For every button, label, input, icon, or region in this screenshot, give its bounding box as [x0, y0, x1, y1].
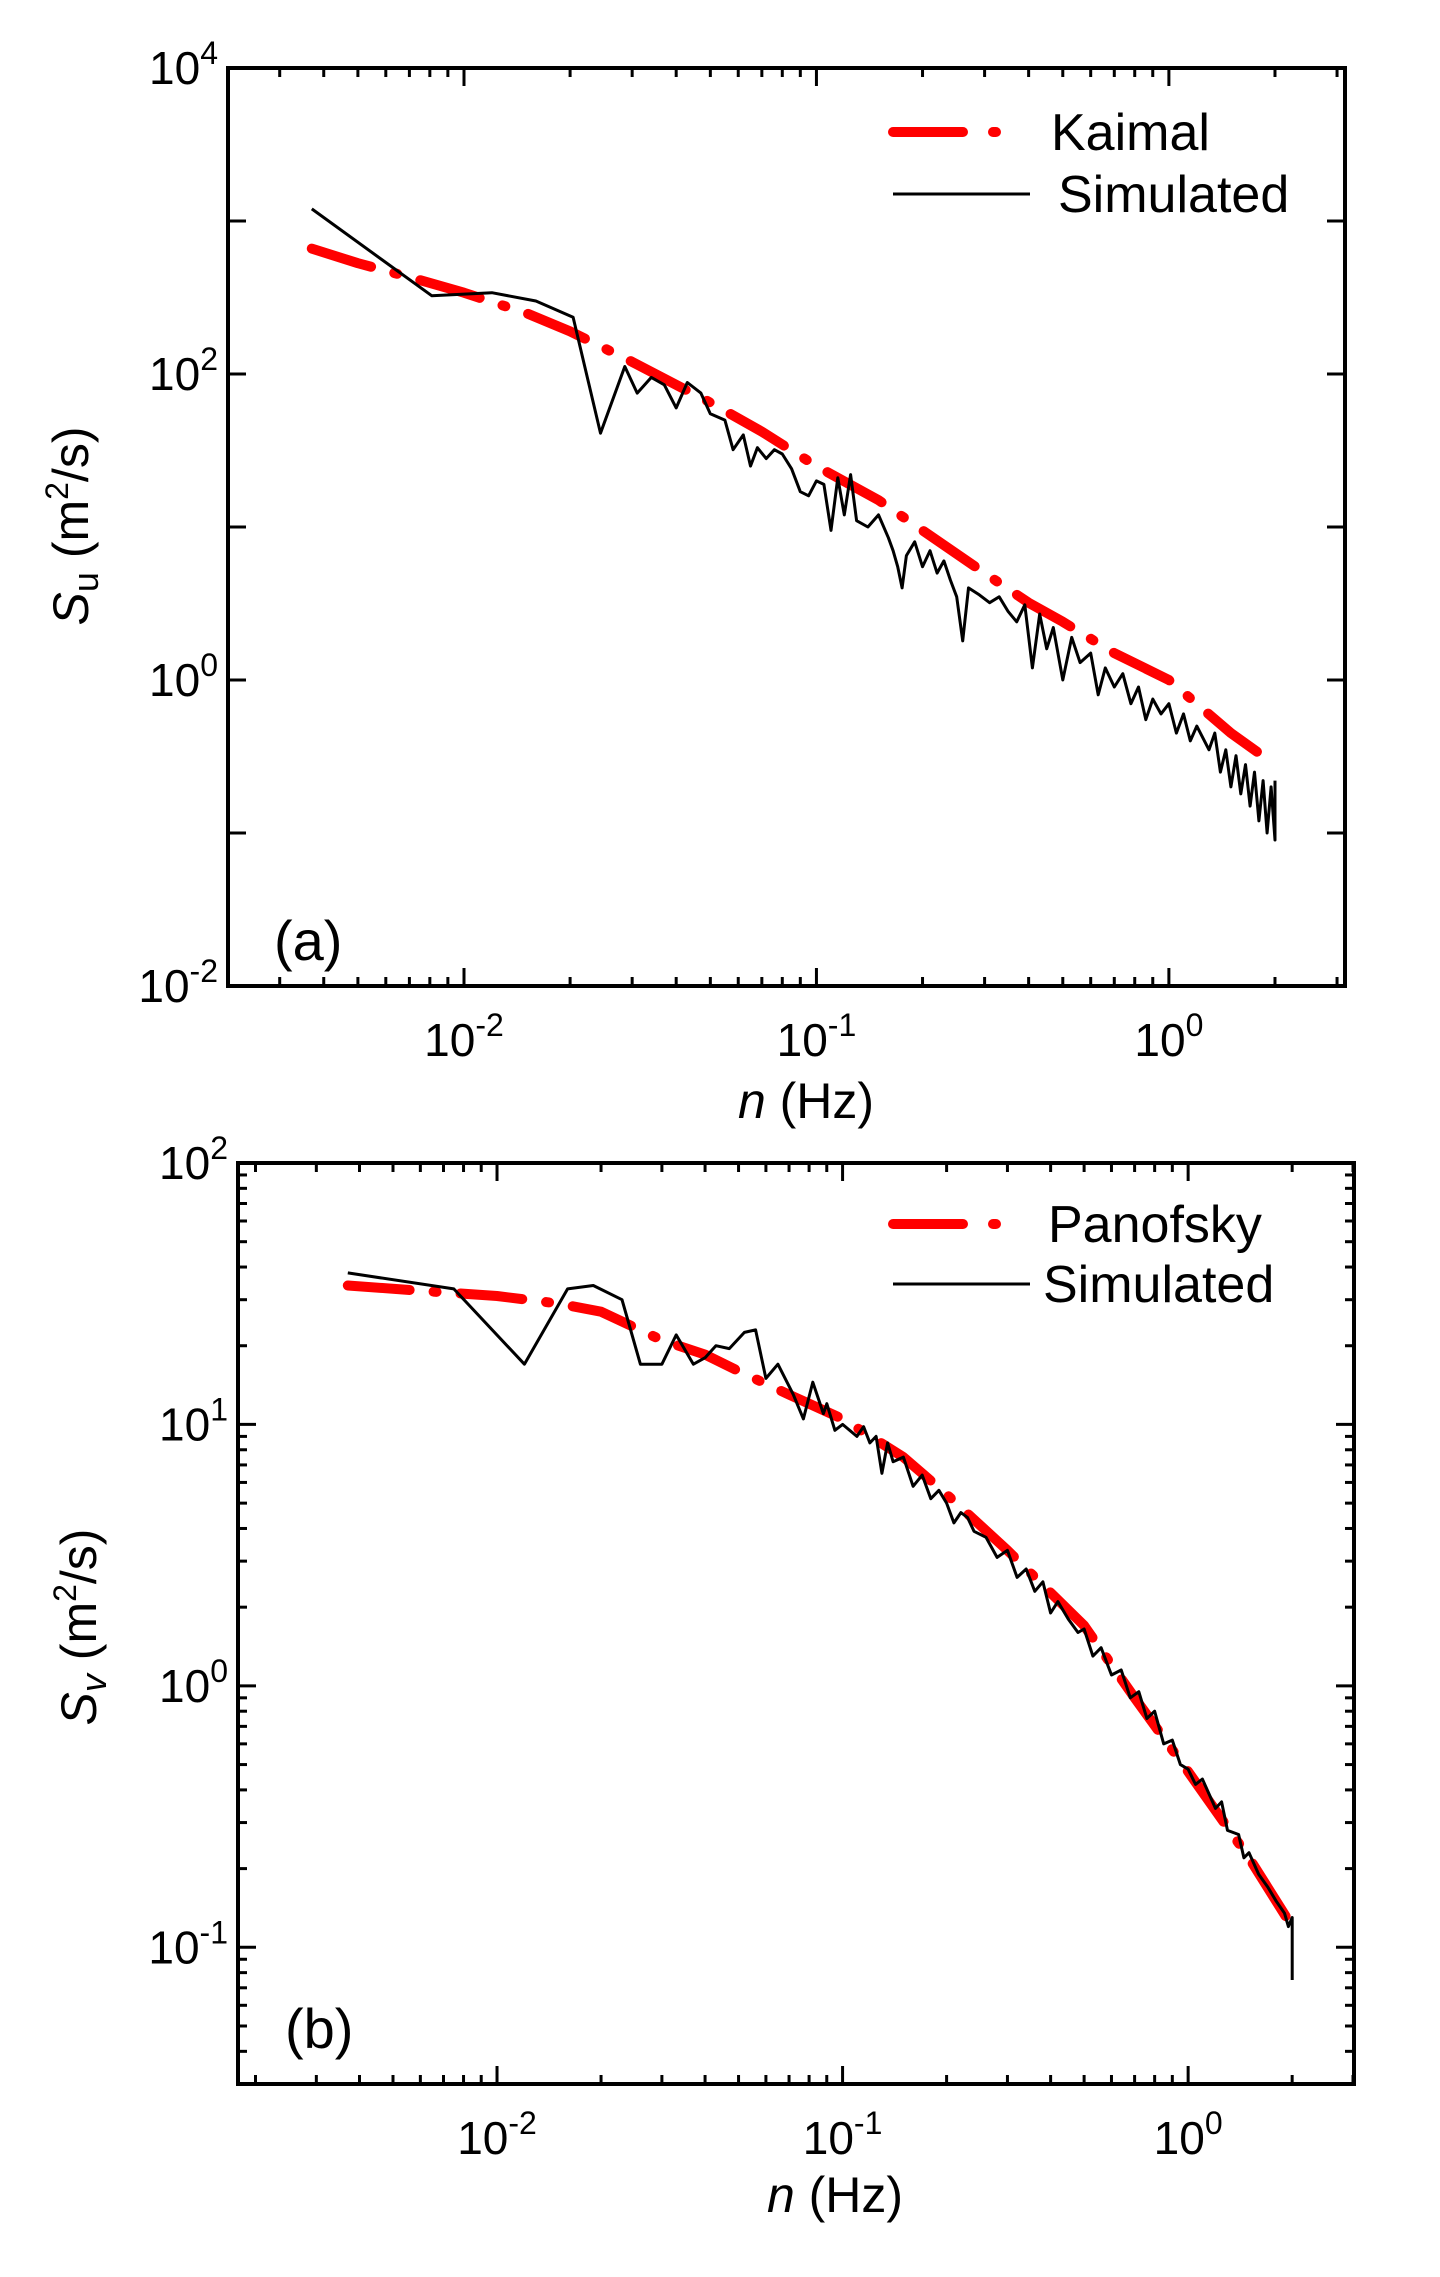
- x-tick-base: 10: [803, 2112, 854, 2164]
- x-tick-exp: 0: [1186, 1007, 1204, 1043]
- x-tick-base: 10: [1154, 2112, 1205, 2164]
- panel-label: (a): [274, 909, 342, 972]
- x-axis-label: n (Hz): [738, 1073, 874, 1129]
- x-tick-exp: -2: [508, 2105, 536, 2141]
- y-tick-label: 101: [159, 1391, 228, 1450]
- x-tick-base: 10: [457, 2112, 508, 2164]
- y-axis-label-unit-sup: 2: [47, 1584, 83, 1602]
- y-tick-base: 10: [149, 654, 200, 706]
- legend-label-kaimal: Kaimal: [1051, 104, 1210, 162]
- x-tick-label: 10-1: [803, 2105, 883, 2164]
- x-tick-exp: 0: [1205, 2105, 1223, 2141]
- y-tick-label: 10-2: [138, 953, 218, 1012]
- x-axis-label-var: n: [767, 2167, 795, 2223]
- x-tick-exp: -1: [828, 1007, 856, 1043]
- y-tick-label: 100: [149, 647, 218, 706]
- y-tick-label: 100: [159, 1653, 228, 1712]
- y-tick-base: 10: [148, 1921, 199, 1973]
- x-axis-label: n (Hz): [767, 2167, 903, 2223]
- y-axis-label: Su (m2/s): [39, 427, 106, 626]
- legend-label-panofsky: Panofsky: [1048, 1196, 1262, 1254]
- y-tick-exp: 2: [200, 341, 218, 377]
- y-tick-exp: -2: [190, 953, 218, 989]
- y-axis-label-sub: v: [73, 1672, 114, 1692]
- y-tick-base: 10: [159, 1137, 210, 1189]
- series-line-simulated: [310, 207, 1277, 842]
- x-tick-label: 10-1: [777, 1007, 857, 1066]
- y-axis-label-unit-pre: (m: [43, 500, 99, 572]
- y-axis-label-unit-post: /s): [43, 427, 99, 483]
- y-axis-label-unit-sup: 2: [39, 482, 75, 500]
- y-tick-base: 10: [138, 960, 189, 1012]
- y-tick-exp: 0: [200, 647, 218, 683]
- y-tick-base: 10: [149, 348, 200, 400]
- y-tick-exp: 0: [210, 1653, 228, 1689]
- plot-frame: [236, 1161, 1356, 2086]
- legend-label-simulated: Simulated: [1058, 166, 1289, 224]
- y-tick-label: 10-1: [148, 1914, 228, 1973]
- x-tick-base: 10: [1134, 1014, 1185, 1066]
- legend-label-simulated: Simulated: [1043, 1256, 1274, 1314]
- panel-label: (b): [285, 1997, 353, 2060]
- y-tick-base: 10: [149, 42, 200, 94]
- x-axis-label-unit: (Hz): [766, 1073, 874, 1129]
- series-line-kaimal: [306, 243, 1280, 770]
- x-tick-base: 10: [777, 1014, 828, 1066]
- x-axis-label-var: n: [738, 1073, 766, 1129]
- y-tick-label: 102: [149, 341, 218, 400]
- y-tick-base: 10: [159, 1660, 210, 1712]
- x-tick-exp: -1: [854, 2105, 882, 2141]
- x-tick-label: 100: [1154, 2105, 1223, 2164]
- y-tick-base: 10: [159, 1398, 210, 1450]
- series-line-panofsky: [342, 1280, 1298, 1932]
- y-tick-exp: 4: [200, 35, 218, 71]
- x-tick-label: 10-2: [424, 1007, 504, 1066]
- y-tick-exp: 1: [210, 1391, 228, 1427]
- y-axis-label-sub: u: [65, 572, 106, 592]
- x-axis-label-unit: (Hz): [795, 2167, 903, 2223]
- y-axis-label-unit-post: /s): [51, 1529, 107, 1585]
- y-axis-label-unit-pre: (m: [51, 1602, 107, 1674]
- y-axis-label-symbol: S: [43, 592, 99, 625]
- x-tick-label: 10-2: [457, 2105, 537, 2164]
- y-axis-label-symbol: S: [51, 1692, 107, 1725]
- x-tick-base: 10: [424, 1014, 475, 1066]
- x-tick-exp: -2: [475, 1007, 503, 1043]
- y-tick-label: 104: [149, 35, 218, 94]
- y-tick-exp: 2: [210, 1130, 228, 1166]
- y-tick-exp: -1: [200, 1914, 228, 1950]
- y-axis-label: Sv (m2/s): [47, 1529, 114, 1726]
- y-tick-label: 102: [159, 1130, 228, 1189]
- series-line-simulated: [347, 1271, 1294, 1980]
- x-tick-label: 100: [1134, 1007, 1203, 1066]
